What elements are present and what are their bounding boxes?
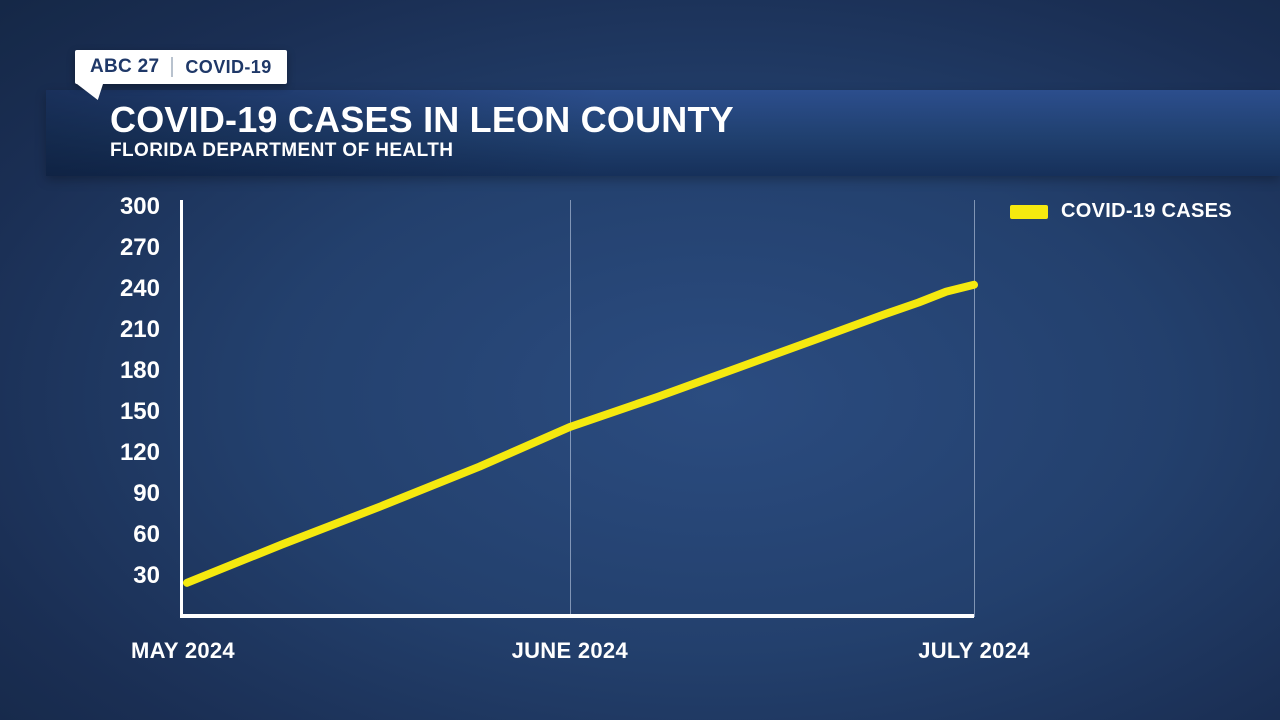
y-tick-label: 60 — [133, 520, 160, 548]
station-badge: ABC 27 COVID-19 — [75, 50, 287, 84]
x-tick-label: MAY 2024 — [131, 638, 235, 663]
legend-swatch — [1010, 204, 1048, 219]
page-subtitle: FLORIDA DEPARTMENT OF HEALTH — [110, 140, 454, 161]
y-axis-line — [180, 200, 183, 617]
chart-legend: COVID-19 CASES — [1010, 200, 1232, 223]
page-title: COVID-19 CASES IN LEON COUNTY — [110, 99, 734, 140]
badge-topic: COVID-19 — [185, 56, 272, 77]
x-tick-label: JULY 2024 — [918, 638, 1030, 663]
y-tick-label: 120 — [119, 438, 160, 466]
header-banner: COVID-19 CASES IN LEON COUNTY FLORIDA DE… — [46, 90, 1280, 176]
vertical-gridline — [974, 200, 975, 617]
y-tick-label: 210 — [119, 315, 160, 343]
station-name: ABC 27 — [90, 56, 160, 77]
chart-line-svg — [183, 280, 978, 587]
vertical-gridline — [569, 200, 571, 617]
covid-cases-line — [183, 280, 978, 587]
y-tick-label: 180 — [119, 356, 160, 384]
y-tick-label: 30 — [133, 561, 160, 589]
y-tick-label: 240 — [119, 274, 160, 302]
badge-divider — [171, 57, 174, 77]
x-axis-line — [180, 614, 974, 618]
y-tick-label: 270 — [119, 233, 160, 261]
x-tick-label: JUNE 2024 — [511, 638, 629, 663]
y-tick-label: 150 — [119, 397, 160, 425]
y-tick-label: 90 — [133, 479, 160, 507]
y-tick-label: 300 — [119, 192, 160, 220]
legend-label: COVID-19 CASES — [1061, 200, 1232, 222]
